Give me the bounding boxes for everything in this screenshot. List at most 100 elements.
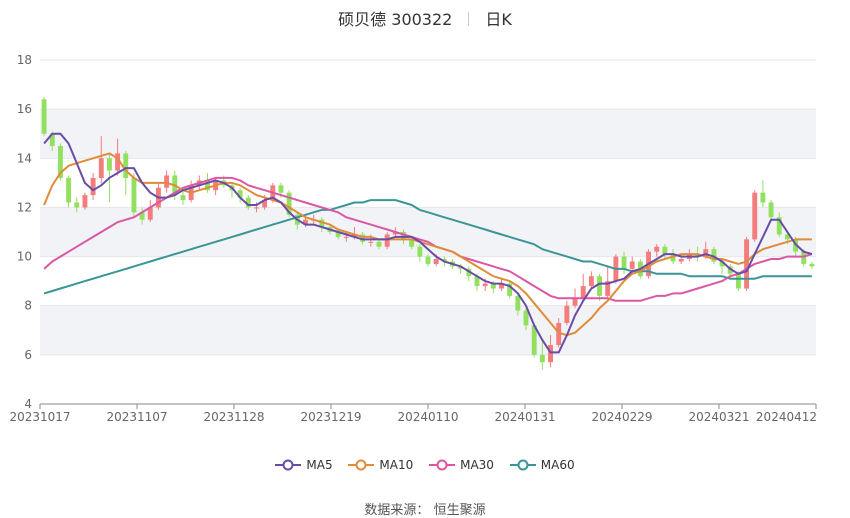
candle-body — [466, 268, 472, 277]
x-tick-label: 20240131 — [494, 410, 555, 424]
candle-body — [458, 266, 464, 269]
candle-body — [523, 310, 529, 326]
stock-code: 300322 — [391, 10, 453, 29]
candle-body — [417, 246, 423, 257]
period-label: 日K — [485, 10, 512, 29]
candle-body — [572, 298, 578, 306]
candle-body — [490, 283, 496, 289]
legend-item-ma60[interactable]: MA60 — [509, 458, 575, 472]
candle-body — [115, 153, 121, 171]
candle-body — [564, 305, 570, 323]
candle-body — [776, 217, 782, 235]
candle-body — [654, 246, 660, 252]
chart-title: 硕贝德 300322 日K — [0, 6, 850, 30]
candle-body — [621, 256, 627, 269]
candle-body — [482, 283, 488, 287]
candle-body — [286, 192, 292, 215]
candle-body — [531, 325, 537, 355]
candle-body — [343, 236, 349, 238]
y-tick-label: 6 — [24, 348, 32, 362]
ma60-line — [43, 199, 812, 295]
candle-body — [801, 251, 807, 264]
y-tick-label: 14 — [17, 151, 32, 165]
y-axis: 4 6 8 10 12 14 16 18 — [17, 53, 32, 411]
y-tick-label: 12 — [17, 200, 32, 214]
candle-body — [441, 259, 447, 262]
x-tick-label: 20231128 — [203, 410, 264, 424]
x-axis: 20231017 20231107 20231128 20231219 20240110… — [9, 403, 817, 424]
candle-body — [409, 239, 415, 247]
ma5-legend-icon — [275, 459, 302, 471]
candle-body — [245, 197, 251, 208]
candle-body — [123, 153, 129, 178]
candle-body — [597, 276, 602, 296]
candle-body — [254, 207, 259, 209]
candle-body — [106, 158, 112, 171]
candle-body — [352, 234, 357, 237]
ma60-legend-icon — [509, 459, 536, 471]
candle-body — [548, 345, 553, 363]
candle-body — [180, 195, 186, 201]
legend-item-ma10[interactable]: MA10 — [348, 458, 413, 472]
candle-body — [556, 322, 562, 346]
candle-body — [588, 276, 594, 287]
grid-bands — [40, 59, 816, 405]
candle-body — [703, 249, 709, 257]
data-source: 数据来源： 恒生聚源 — [0, 499, 850, 518]
candle-body — [278, 185, 284, 193]
ma30-line — [43, 176, 813, 302]
candle-body — [580, 286, 586, 299]
candle-body — [319, 219, 325, 228]
candle-body — [474, 276, 480, 287]
candle-body — [662, 246, 668, 255]
candle-body — [57, 146, 63, 178]
candle-body — [401, 232, 406, 240]
y-tick-label: 4 — [24, 397, 32, 411]
candle-body — [376, 241, 382, 247]
x-tick-label: 20240110 — [397, 410, 458, 424]
legend-item-ma5[interactable]: MA5 — [275, 458, 333, 472]
candle-body — [515, 295, 521, 311]
candle-body — [711, 249, 717, 262]
candle-body — [744, 239, 750, 289]
y-tick-label: 16 — [17, 102, 32, 116]
candle-body — [384, 234, 390, 247]
candle-body — [539, 354, 545, 363]
candle-body — [41, 99, 47, 134]
candle-body — [368, 241, 374, 243]
legend: MA5 MA10 MA30 MA60 — [0, 458, 850, 474]
ma10-legend-icon — [348, 459, 375, 471]
ma10-line — [43, 152, 812, 337]
title-separator — [468, 12, 470, 26]
y-tick-label: 8 — [24, 299, 32, 313]
x-tick-label: 20240229 — [591, 410, 652, 424]
source-value: 恒生聚源 — [433, 503, 486, 518]
candle-body — [760, 192, 766, 203]
candle-body — [360, 234, 366, 242]
candle-body — [66, 177, 72, 203]
candle-body — [695, 254, 701, 257]
grid-band — [40, 109, 816, 159]
candle-body — [719, 261, 725, 267]
candle-body — [335, 232, 341, 237]
candle-body — [98, 158, 104, 178]
y-tick-label: 18 — [17, 53, 32, 67]
ma30-legend-icon — [429, 459, 456, 471]
stock-name: 硕贝德 — [338, 10, 387, 29]
ma-lines — [43, 132, 813, 354]
candle-body — [678, 259, 684, 262]
candle-body — [303, 219, 308, 225]
candle-body — [433, 259, 439, 264]
source-label: 数据来源： — [364, 503, 430, 518]
legend-label-ma5: MA5 — [306, 458, 333, 472]
candle-body — [205, 180, 210, 191]
legend-item-ma30[interactable]: MA30 — [429, 458, 494, 472]
candle-body — [605, 281, 611, 296]
candle-body — [629, 261, 635, 269]
candle-body — [74, 202, 80, 208]
x-tick-label: 20231107 — [106, 410, 167, 424]
ma5-line — [43, 132, 813, 354]
candle-body — [131, 177, 137, 213]
candle-body — [735, 273, 741, 289]
